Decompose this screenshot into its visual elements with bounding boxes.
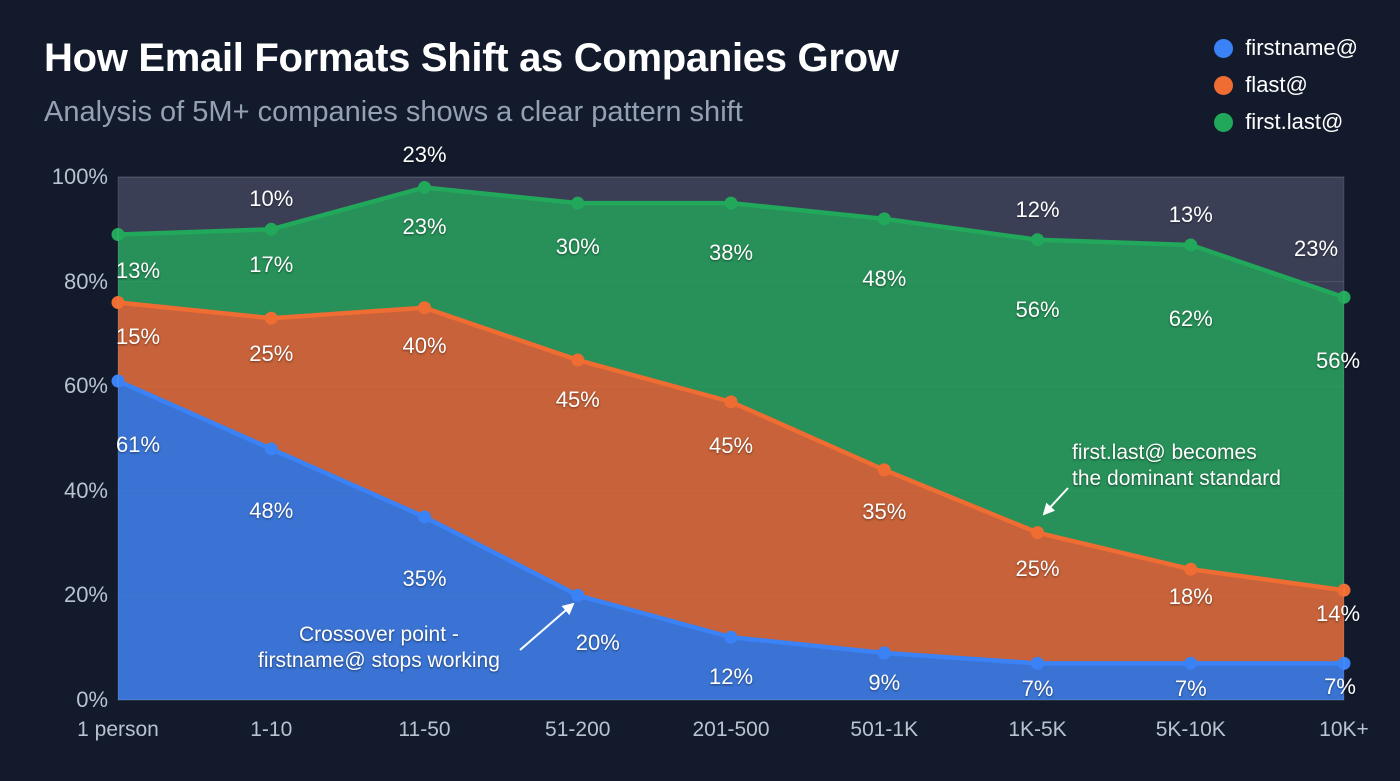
x-axis-tick: 201-500 xyxy=(692,718,770,741)
data-point xyxy=(1031,656,1044,670)
data-point xyxy=(418,510,431,524)
y-axis-tick: 0% xyxy=(76,687,108,712)
data-point xyxy=(877,646,891,660)
data-point xyxy=(724,196,738,210)
legend-item-firstlast[interactable]: first.last@ xyxy=(1214,108,1343,136)
annotation-arrow-dominant xyxy=(1042,487,1069,516)
x-axis-tick: 1-10 xyxy=(250,718,293,741)
data-point xyxy=(877,212,891,226)
data-point xyxy=(111,228,125,242)
area-first.last@ xyxy=(118,187,1344,591)
top-band-label: 13% xyxy=(1168,201,1213,227)
plot-border xyxy=(117,176,1345,701)
data-label: 7% xyxy=(1324,674,1356,700)
data-point xyxy=(418,180,431,194)
top-band-label: 23% xyxy=(1293,236,1339,262)
x-axis-tick: 501-1K xyxy=(850,718,919,741)
data-label: 12% xyxy=(708,664,754,690)
data-point xyxy=(1031,233,1044,247)
data-point xyxy=(418,301,431,315)
legend-item-firstname[interactable]: firstname@ xyxy=(1214,34,1358,62)
data-label: 35% xyxy=(862,498,907,524)
data-label: 7% xyxy=(1021,676,1054,702)
data-label: 25% xyxy=(249,341,294,367)
data-label: 13% xyxy=(115,257,161,283)
y-axis-tick: 60% xyxy=(63,373,108,399)
data-point xyxy=(111,374,125,388)
annotation-crossover: Crossover point - firstname@ stops worki… xyxy=(258,623,500,672)
data-point xyxy=(877,463,891,477)
page-title: How Email Formats Shift as Companies Gro… xyxy=(44,36,899,80)
top-band-label: 12% xyxy=(1015,196,1060,222)
x-axis-tick: 5K-10K xyxy=(1155,718,1226,741)
data-point xyxy=(1337,290,1351,304)
y-axis-tick: 40% xyxy=(63,477,108,503)
data-label: 35% xyxy=(402,565,447,591)
data-point xyxy=(1337,656,1351,670)
annotation-arrow-crossover xyxy=(519,602,575,651)
data-label: 45% xyxy=(708,432,754,458)
data-label: 20% xyxy=(575,630,620,656)
circle-swatch-icon xyxy=(1214,112,1234,132)
data-label: 17% xyxy=(249,252,294,278)
annotation-dominant-standard: first.last@ becomes the dominant standar… xyxy=(1072,441,1281,490)
legend-label: first.last@ xyxy=(1245,109,1344,134)
x-axis-tick: 10K+ xyxy=(1319,718,1369,741)
data-label: 38% xyxy=(708,240,754,266)
y-axis-tick: 20% xyxy=(63,582,108,608)
data-label: 48% xyxy=(862,265,907,291)
data-label: 61% xyxy=(115,431,161,457)
data-label: 18% xyxy=(1168,584,1213,610)
data-point xyxy=(1184,562,1198,576)
data-label: 15% xyxy=(115,323,161,349)
data-label: 30% xyxy=(555,234,600,260)
x-axis-tick: 1 person xyxy=(77,718,159,741)
data-point xyxy=(1337,583,1351,597)
data-point xyxy=(1031,526,1044,540)
circle-swatch-icon xyxy=(1214,38,1234,58)
top-band-label: 10% xyxy=(249,186,294,212)
data-label: 7% xyxy=(1174,676,1207,702)
data-point xyxy=(571,196,585,210)
data-point xyxy=(264,311,278,325)
data-label: 25% xyxy=(1015,555,1060,581)
data-label: 40% xyxy=(402,332,447,358)
data-label: 45% xyxy=(555,387,600,413)
data-point xyxy=(1184,238,1198,252)
x-axis-tick: 1K-5K xyxy=(1008,718,1067,741)
y-axis-tick: 100% xyxy=(51,164,108,189)
circle-swatch-icon xyxy=(1214,75,1234,95)
data-point xyxy=(571,353,585,367)
data-label: 14% xyxy=(1315,601,1361,627)
area-flast@ xyxy=(118,302,1344,664)
chart-legend: firstname@ flast@ first.last@ xyxy=(1214,34,1358,136)
data-point xyxy=(264,222,278,236)
data-label: 56% xyxy=(1015,296,1060,322)
page-subtitle: Analysis of 5M+ companies shows a clear … xyxy=(44,96,743,128)
x-axis-tick: 51-200 xyxy=(545,718,611,741)
data-point xyxy=(571,588,585,602)
data-point xyxy=(111,296,125,310)
data-label: 48% xyxy=(249,497,294,523)
legend-label: firstname@ xyxy=(1245,35,1358,60)
data-point xyxy=(264,442,278,456)
legend-label: flast@ xyxy=(1245,72,1308,97)
top-band-label: 23% xyxy=(402,142,447,168)
data-point xyxy=(1184,656,1198,670)
data-point xyxy=(724,395,738,409)
data-label: 56% xyxy=(1315,348,1361,374)
x-axis-tick: 11-50 xyxy=(398,718,451,741)
y-axis-tick: 80% xyxy=(63,268,108,294)
area-firstname@ xyxy=(118,380,1344,700)
data-label: 9% xyxy=(868,669,901,695)
data-label: 23% xyxy=(402,214,447,240)
data-point xyxy=(724,630,738,644)
data-label: 62% xyxy=(1168,305,1213,331)
legend-item-flast[interactable]: flast@ xyxy=(1214,71,1308,99)
